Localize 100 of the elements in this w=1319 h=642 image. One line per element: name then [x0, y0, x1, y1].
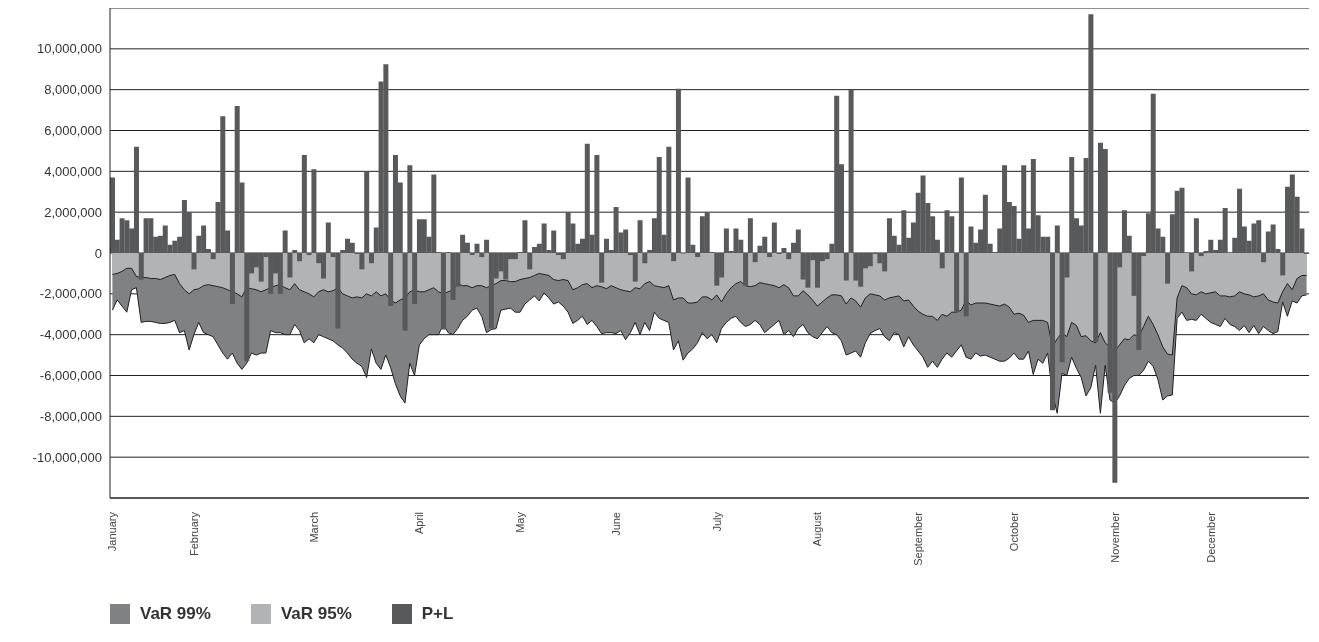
- bar: [560, 253, 566, 260]
- bar: [771, 222, 777, 253]
- bar: [172, 240, 178, 253]
- bar: [671, 253, 677, 262]
- x-tick-label: February: [187, 511, 200, 557]
- bar: [958, 177, 964, 253]
- bar: [805, 253, 811, 288]
- bar: [594, 155, 600, 253]
- legend-label: VaR 95%: [280, 604, 352, 624]
- bar: [522, 220, 528, 253]
- bar: [440, 253, 446, 330]
- bar: [1136, 253, 1142, 350]
- bar: [162, 225, 168, 253]
- bar: [244, 253, 250, 362]
- bar: [474, 243, 480, 253]
- bar: [210, 253, 216, 260]
- bar: [527, 253, 533, 270]
- bar: [1054, 225, 1060, 253]
- y-tick-label: -4,000,000: [39, 327, 102, 343]
- bar: [512, 253, 518, 260]
- bar: [675, 88, 681, 253]
- bar: [599, 253, 605, 283]
- bar: [133, 146, 139, 253]
- bar: [1261, 253, 1267, 263]
- bar: [1280, 253, 1286, 276]
- bar: [843, 253, 849, 281]
- bar: [656, 157, 662, 253]
- x-tick-label: September: [912, 511, 925, 566]
- bar: [335, 253, 341, 329]
- bar: [349, 242, 355, 253]
- bar: [867, 253, 873, 267]
- bar: [723, 228, 729, 253]
- bar: [431, 174, 437, 253]
- x-tick-label: August: [811, 512, 824, 547]
- bar: [124, 220, 130, 253]
- y-tick-label: 4,000,000: [44, 163, 102, 179]
- bar: [1189, 253, 1195, 272]
- x-tick-label: March: [307, 512, 320, 543]
- bar: [325, 222, 331, 253]
- bar: [1088, 14, 1094, 253]
- y-tick-label: -6,000,000: [39, 368, 102, 384]
- x-tick-label: October: [1008, 511, 1021, 552]
- y-tick-label: -10,000,000: [32, 449, 102, 465]
- bar: [1165, 253, 1171, 284]
- bar: [743, 253, 749, 286]
- x-tick-label: May: [514, 511, 527, 533]
- bar: [479, 253, 485, 258]
- bar: [484, 239, 490, 253]
- bar: [1011, 206, 1017, 253]
- bar: [556, 253, 562, 256]
- bar: [695, 253, 701, 258]
- bar: [541, 223, 547, 253]
- bar: [412, 253, 418, 305]
- bar: [532, 246, 538, 253]
- bar: [1193, 218, 1199, 253]
- bar: [234, 106, 240, 253]
- bar: [767, 253, 773, 258]
- bar: [301, 155, 307, 253]
- x-tick-label: December: [1204, 511, 1217, 563]
- bar: [939, 253, 945, 269]
- bar: [954, 253, 960, 313]
- bar: [714, 253, 720, 286]
- bar: [292, 249, 298, 253]
- bar: [1093, 253, 1099, 342]
- x-tick-label: July: [710, 511, 723, 532]
- x-tick-label: January: [106, 511, 119, 552]
- bar: [277, 253, 283, 294]
- y-tick-label: 6,000,000: [44, 123, 102, 139]
- y-tick-label: -2,000,000: [39, 286, 102, 302]
- bar: [1069, 157, 1075, 253]
- y-tick-label: 8,000,000: [44, 82, 102, 98]
- y-tick-label: 2,000,000: [44, 204, 102, 220]
- bar: [229, 253, 235, 305]
- bar: [1050, 253, 1056, 411]
- bar: [1251, 223, 1257, 253]
- bar: [1112, 253, 1118, 483]
- legend-label: P+L: [421, 604, 454, 624]
- bar: [685, 177, 691, 253]
- y-tick-label: -8,000,000: [39, 408, 102, 424]
- bar: [795, 229, 801, 253]
- bar: [747, 218, 753, 253]
- bar: [220, 116, 226, 253]
- bar: [421, 219, 427, 253]
- bar: [901, 210, 907, 253]
- bar: [148, 218, 154, 253]
- bar: [1222, 208, 1228, 253]
- legend-label: VaR 99%: [140, 604, 211, 624]
- bar: [311, 169, 317, 253]
- bar: [786, 253, 792, 260]
- bar: [388, 253, 394, 307]
- bar: [733, 228, 739, 253]
- bar: [383, 64, 389, 253]
- bar: [138, 253, 144, 280]
- x-tick-label: April: [413, 512, 426, 535]
- bar: [1270, 224, 1276, 253]
- bar: [781, 247, 787, 253]
- bar: [364, 171, 370, 253]
- bar: [613, 207, 619, 253]
- bar: [368, 253, 374, 264]
- x-tick-label: June: [609, 512, 622, 536]
